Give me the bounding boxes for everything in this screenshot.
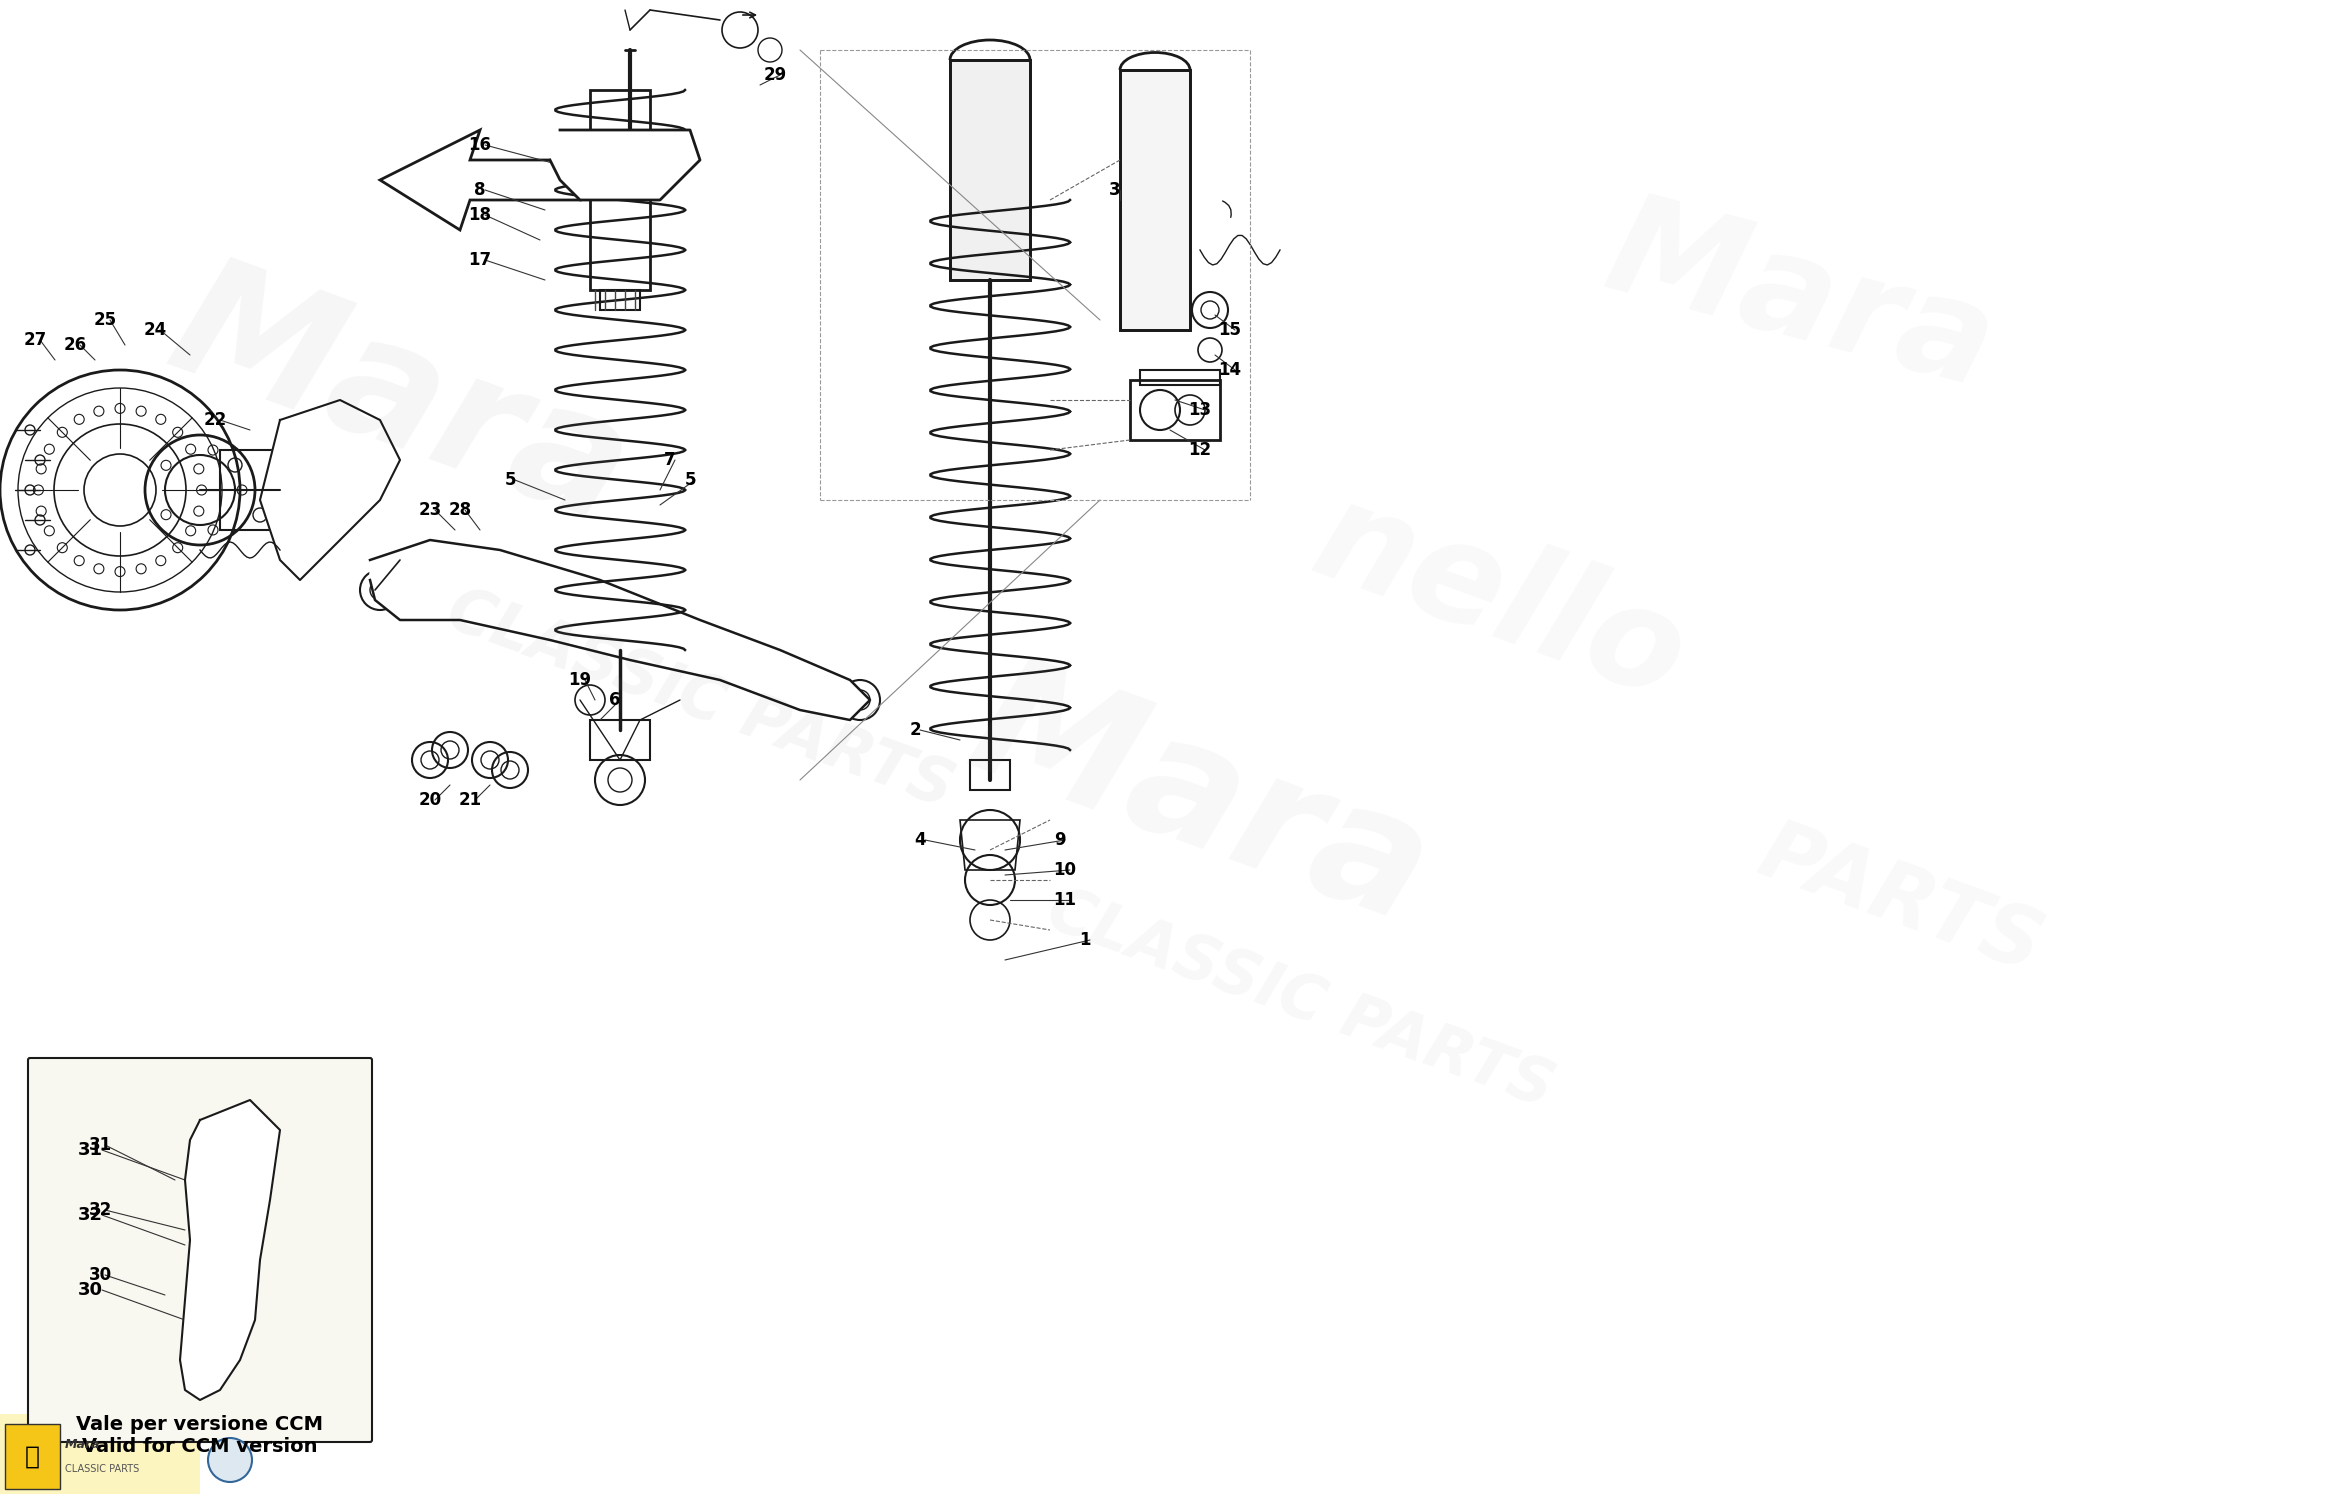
Circle shape: [207, 1439, 252, 1482]
Text: 20: 20: [419, 790, 442, 808]
Text: 9: 9: [1054, 831, 1065, 849]
Text: 1: 1: [1080, 931, 1091, 949]
Text: 5: 5: [684, 471, 696, 489]
Text: 28: 28: [449, 500, 470, 518]
Text: Mara: Mara: [950, 642, 1451, 958]
Bar: [590, 90, 649, 290]
Text: Vale per versione CCM
Valid for CCM version: Vale per versione CCM Valid for CCM vers…: [78, 1415, 325, 1457]
FancyBboxPatch shape: [28, 1058, 372, 1442]
Bar: [969, 760, 1009, 790]
Bar: [590, 720, 649, 760]
Bar: [1120, 70, 1190, 330]
Text: nello: nello: [1296, 471, 1703, 729]
Text: 24: 24: [143, 321, 167, 339]
Text: 23: 23: [419, 500, 442, 518]
Text: 30: 30: [78, 1280, 103, 1298]
Text: CLASSIC PARTS: CLASSIC PARTS: [66, 1464, 139, 1475]
Bar: [1129, 379, 1221, 441]
Text: 4: 4: [915, 831, 927, 849]
Bar: [0, 1413, 200, 1494]
Bar: [950, 60, 1030, 279]
Text: 6: 6: [609, 692, 621, 710]
Text: 13: 13: [1188, 400, 1211, 418]
Text: 10: 10: [1054, 861, 1077, 878]
Bar: [1120, 70, 1190, 330]
Text: 22: 22: [202, 411, 226, 429]
Text: CLASSIC PARTS: CLASSIC PARTS: [1040, 880, 1562, 1119]
Text: Mara: Mara: [66, 1437, 101, 1451]
Text: Mara: Mara: [151, 242, 649, 557]
Polygon shape: [550, 130, 701, 200]
Text: 25: 25: [94, 311, 118, 329]
Text: 16: 16: [468, 136, 492, 154]
Polygon shape: [369, 539, 870, 720]
Text: 30: 30: [89, 1265, 111, 1283]
Text: 29: 29: [764, 66, 786, 84]
Text: 12: 12: [1188, 441, 1211, 459]
Text: 26: 26: [64, 336, 87, 354]
Text: 21: 21: [459, 790, 482, 808]
Bar: [950, 60, 1030, 279]
Text: 32: 32: [78, 1206, 103, 1224]
Text: 8: 8: [475, 181, 487, 199]
Text: 2: 2: [910, 722, 922, 740]
Text: PARTS: PARTS: [1748, 811, 2053, 989]
Bar: [221, 450, 275, 530]
Bar: [1141, 371, 1221, 385]
Text: 15: 15: [1218, 321, 1242, 339]
Text: 3: 3: [1110, 181, 1122, 199]
Bar: [600, 290, 640, 309]
Text: 18: 18: [468, 206, 492, 224]
Circle shape: [198, 1138, 221, 1162]
Text: CLASSIC PARTS: CLASSIC PARTS: [440, 581, 962, 820]
Polygon shape: [960, 820, 1021, 870]
Bar: [5, 1424, 61, 1490]
Text: 🐎: 🐎: [24, 1445, 40, 1469]
Text: Mara: Mara: [1592, 184, 2009, 417]
Polygon shape: [381, 130, 581, 230]
Polygon shape: [261, 400, 400, 580]
Text: 27: 27: [24, 332, 47, 350]
Text: 31: 31: [78, 1141, 103, 1159]
Text: 5: 5: [503, 471, 515, 489]
Text: 19: 19: [569, 671, 593, 689]
Text: 11: 11: [1054, 890, 1077, 908]
Text: 17: 17: [468, 251, 492, 269]
Polygon shape: [181, 1100, 280, 1400]
Text: 14: 14: [1218, 362, 1242, 379]
Text: 32: 32: [89, 1201, 111, 1219]
Text: 31: 31: [89, 1135, 111, 1153]
Text: 7: 7: [663, 451, 675, 469]
